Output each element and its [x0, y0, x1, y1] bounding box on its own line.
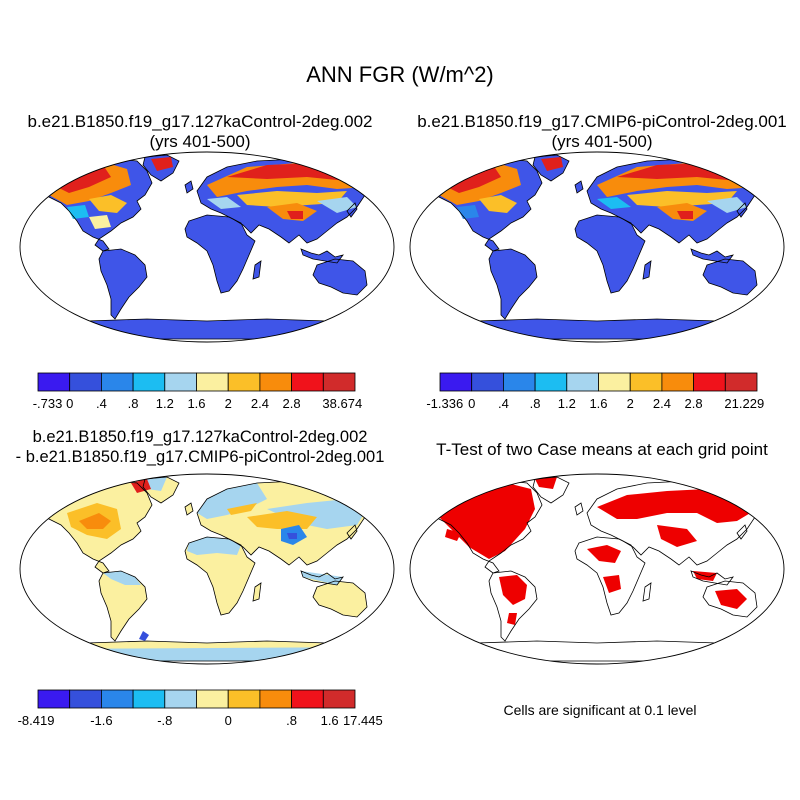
panel1-title: b.e21.B1850.f19_g17.127kaControl-2deg.00… [8, 112, 392, 152]
colorbar-label: 1.2 [558, 396, 576, 411]
colorbar-swatch [164, 372, 197, 392]
colorbar-label: .8 [530, 396, 541, 411]
colorbar-label: .8 [286, 713, 297, 728]
colorbar-swatch [69, 372, 102, 392]
colorbar-swatch [227, 689, 261, 709]
colorbar-swatch [291, 689, 324, 709]
colorbar-swatch [37, 689, 71, 709]
colorbar-label: 17.445 [343, 713, 383, 728]
panel1-title-line2: (yrs 401-500) [149, 132, 251, 151]
colorbar-swatch [598, 372, 631, 392]
colorbar-label: .4 [96, 396, 107, 411]
colorbar-label: 2 [225, 396, 232, 411]
colorbar-swatch [37, 372, 71, 392]
colorbar-swatch [322, 372, 356, 392]
colorbar-swatch [291, 372, 324, 392]
map-panel-3 [19, 473, 395, 665]
colorbar-swatch [629, 372, 663, 392]
colorbar-label: -.8 [157, 713, 172, 728]
colorbar-label: 21.229 [724, 396, 764, 411]
colorbar-swatch [322, 689, 356, 709]
colorbar-swatch [661, 372, 695, 392]
colorbar-label: 38.674 [322, 396, 362, 411]
colorbar-swatch [132, 372, 166, 392]
panel2-title-line2: (yrs 401-500) [551, 132, 653, 151]
panel2-title-line1: b.e21.B1850.f19_g17.CMIP6-piControl-2deg… [417, 112, 787, 131]
colorbar-swatch [227, 372, 261, 392]
colorbar-swatch [69, 689, 102, 709]
significance-note: Cells are significant at 0.1 level [503, 702, 697, 718]
panel1-title-line1: b.e21.B1850.f19_g17.127kaControl-2deg.00… [27, 112, 373, 131]
colorbar-label: 2.8 [283, 396, 301, 411]
map-panel-2 [409, 151, 785, 343]
colorbar-label: 1.6 [187, 396, 205, 411]
colorbar-swatch [259, 372, 292, 392]
colorbar-label: .4 [498, 396, 509, 411]
colorbar-label: 1.6 [321, 713, 339, 728]
colorbar-label: 2 [627, 396, 634, 411]
colorbar-swatch [534, 372, 568, 392]
colorbar-swatch [693, 372, 726, 392]
colorbar-label: -1.6 [90, 713, 112, 728]
colorbar-swatch [196, 689, 229, 709]
colorbar-swatch [101, 689, 134, 709]
colorbar-label: .8 [128, 396, 139, 411]
colorbar-swatch [132, 689, 166, 709]
colorbar-label: 0 [225, 713, 232, 728]
colorbar-label: 1.6 [589, 396, 607, 411]
figure-title: ANN FGR (W/m^2) [306, 62, 494, 87]
colorbar-swatch [101, 372, 134, 392]
colorbar-swatch [471, 372, 504, 392]
colorbar-label: -.733 [33, 396, 63, 411]
colorbar-panel-3: -8.419 -1.6 -.8 0 .8 1.6 17.445 [18, 689, 383, 728]
panel3-title-line1: b.e21.B1850.f19_g17.127kaControl-2deg.00… [32, 428, 368, 446]
map-panel-4 [409, 473, 785, 665]
colorbar-label: 0 [66, 396, 73, 411]
colorbar-swatch [724, 372, 758, 392]
panel4-title-line1: T-Test of two Case means at each grid po… [436, 440, 768, 459]
colorbar-swatch [439, 372, 473, 392]
colorbar-label: -1.336 [426, 396, 463, 411]
colorbar-label: -8.419 [18, 713, 55, 728]
colorbar-label: 2.8 [685, 396, 703, 411]
map-panel-1 [19, 151, 395, 343]
panel3-title-line2: - b.e21.B1850.f19_g17.CMIP6-piControl-2d… [15, 448, 385, 466]
colorbar-label: 2.4 [251, 396, 269, 411]
panel2-title: b.e21.B1850.f19_g17.CMIP6-piControl-2deg… [406, 112, 798, 152]
colorbar-swatch [164, 689, 197, 709]
colorbar-swatch [502, 372, 536, 392]
colorbar-swatch [566, 372, 599, 392]
colorbar-label: 2.4 [653, 396, 671, 411]
panel4-title: T-Test of two Case means at each grid po… [406, 440, 798, 460]
colorbar-panel-1: -.733 0 .4 .8 1.2 1.6 2 2.4 2.8 38.674 [33, 372, 362, 411]
colorbar-label: 0 [468, 396, 475, 411]
panel3-title: b.e21.B1850.f19_g17.127kaControl-2deg.00… [0, 427, 400, 467]
colorbar-label: 1.2 [156, 396, 174, 411]
colorbar-swatch [196, 372, 229, 392]
colorbar-swatch [259, 689, 292, 709]
colorbar-panel-2: -1.336 0 .4 .8 1.2 1.6 2 2.4 2.8 21.229 [426, 372, 764, 411]
